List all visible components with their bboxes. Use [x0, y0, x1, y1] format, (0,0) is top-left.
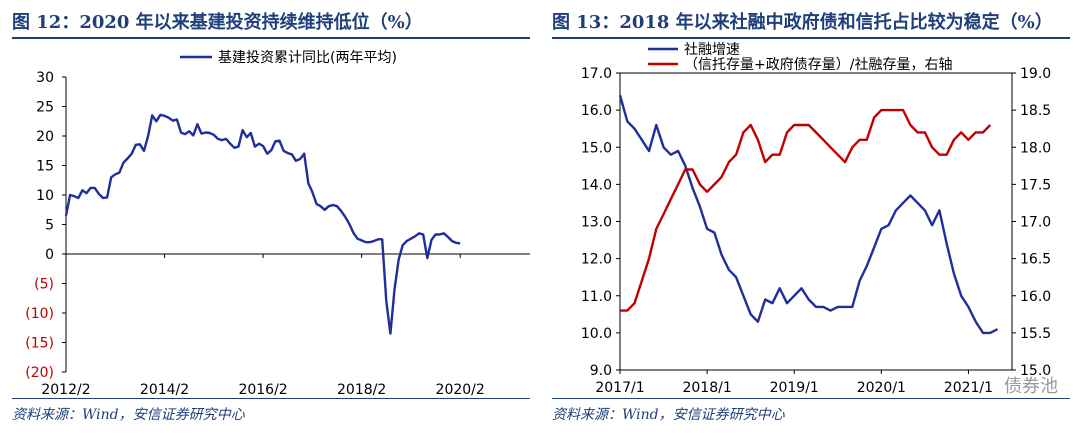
left-y-tick-label: 25	[36, 100, 54, 116]
right-x-tick-label: 2021/1	[944, 380, 993, 396]
left-y-tick-label: 5	[45, 218, 54, 234]
left-y-tick-label: 10	[36, 188, 54, 204]
right-y-tick-label: 9.0	[590, 363, 612, 379]
right-y2-tick-label: 19.0	[1020, 66, 1051, 82]
right-x-tick-label: 2020/1	[857, 380, 906, 396]
right-y2-tick-label: 17.0	[1020, 215, 1051, 231]
left-y-tick-label: (15)	[25, 336, 54, 352]
watermark-text: 债券池	[1004, 376, 1058, 397]
right-y2-tick-label: 16.0	[1020, 289, 1051, 305]
left-y-tick-label: 30	[36, 70, 54, 86]
left-x-tick-label: 2012/2	[41, 382, 90, 398]
right-y2-tick-label: 15.0	[1020, 363, 1051, 379]
left-chart-title: 图 12：2020 年以来基建投资持续维持低位（%）	[12, 12, 423, 33]
right-series-line-red	[620, 108, 992, 312]
left-y-tick-label: 15	[36, 159, 54, 175]
left-title-rule	[12, 37, 530, 39]
left-legend-label: 基建投资累计同比(两年平均)	[218, 49, 397, 66]
right-series-line-blue	[618, 94, 999, 335]
right-x-tick-label: 2017/1	[595, 380, 644, 396]
right-y-tick-label: 15.0	[581, 140, 612, 156]
right-legend-label-red: （信托存量+政府债存量）/社融存量，右轴	[684, 57, 952, 73]
right-y2-tick-label: 15.5	[1020, 326, 1051, 342]
right-chart-panel: 图 13：2018 年以来社融中政府债和信托占比较为稳定（%） 17.0 16.0…	[540, 0, 1080, 437]
right-y-tick-label: 14.0	[581, 177, 612, 193]
left-y-tick-label: (20)	[25, 365, 54, 381]
right-y-tick-label: 10.0	[581, 326, 612, 342]
right-title-rule	[552, 37, 1070, 39]
left-chart-svg: 30 25 20 15 10 5 0 (5) (10) (15) (20)2012/2 2014/2 2…	[25, 49, 530, 398]
left-y-tick-label: (5)	[34, 277, 54, 293]
right-plot-frame	[619, 72, 1013, 371]
right-x-tick-label: 2019/1	[770, 380, 819, 396]
right-y-tick-label: 16.0	[581, 103, 612, 119]
left-series-line	[64, 113, 461, 335]
left-y-tick-label: 0	[45, 247, 54, 263]
right-chart-svg: 17.0 16.0 15.0 14.0 13.0 12.0 11.0 10.0 9.0 19.0 1…	[581, 42, 1051, 396]
right-x-tick-label: 2018/1	[682, 380, 731, 396]
right-y-tick-label: 11.0	[581, 289, 612, 305]
left-source-text: 资料来源：Wind，安信证券研究中心	[12, 407, 245, 423]
left-x-tick-label: 2020/2	[436, 382, 485, 398]
left-x-tick-label: 2016/2	[238, 382, 287, 398]
left-y-tick-label: 20	[36, 129, 54, 145]
right-source-text: 资料来源：Wind，安信证券研究中心	[552, 407, 785, 423]
right-y2-tick-label: 18.0	[1020, 140, 1051, 156]
left-source-rule	[12, 398, 530, 399]
right-y2-tick-label: 16.5	[1020, 252, 1051, 268]
right-legend-label-blue: 社融增速	[684, 42, 740, 58]
right-y2-tick-label: 17.5	[1020, 177, 1051, 193]
right-source-rule	[552, 398, 1070, 399]
right-chart-title: 图 13：2018 年以来社融中政府债和信托占比较为稳定（%）	[552, 12, 1053, 33]
right-y2-tick-label: 18.5	[1020, 103, 1051, 119]
right-y-tick-label: 13.0	[581, 215, 612, 231]
right-y-tick-label: 17.0	[581, 66, 612, 82]
left-x-tick-label: 2018/2	[337, 382, 386, 398]
right-y-tick-label: 12.0	[581, 252, 612, 268]
left-x-tick-label: 2014/2	[140, 382, 189, 398]
left-chart-panel: 图 12：2020 年以来基建投资持续维持低位（%） 30 25 20 15 10 5 0 (…	[12, 12, 530, 423]
left-y-tick-label: (10)	[25, 306, 54, 322]
